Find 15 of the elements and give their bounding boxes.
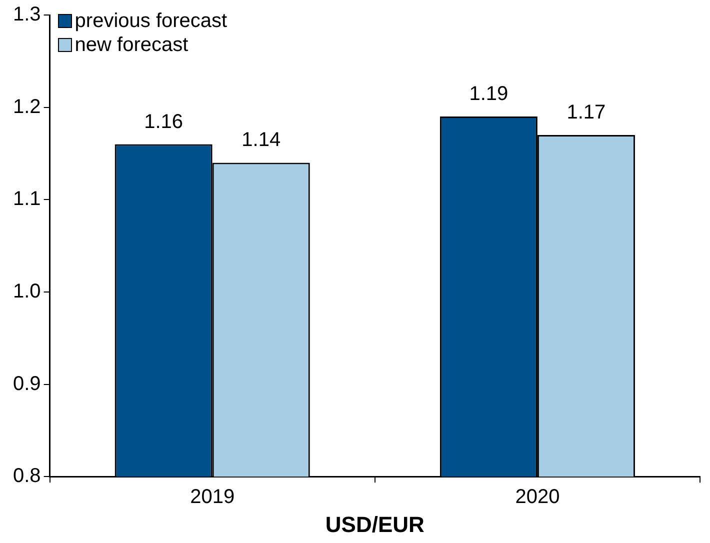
y-tick-label: 1.3 — [12, 4, 41, 26]
data-label: 1.14 — [242, 129, 281, 152]
y-tick-label: 0.9 — [12, 372, 41, 395]
y-tick-label: 0.8 — [12, 465, 41, 488]
legend-label: new forecast — [74, 33, 188, 57]
data-label: 1.19 — [469, 83, 508, 106]
x-tick-label: 2019 — [190, 486, 235, 508]
legend-label: previous forecast — [74, 9, 228, 33]
data-label: 1.16 — [144, 110, 184, 133]
y-tick-label: 1.2 — [12, 96, 41, 118]
x-tick-label: 2020 — [515, 486, 560, 508]
y-tick-label: 1.1 — [12, 188, 41, 210]
x-axis-title: USD/EUR — [325, 512, 425, 537]
y-tick-label: 1.0 — [12, 280, 41, 302]
data-label: 1.17 — [566, 102, 606, 124]
